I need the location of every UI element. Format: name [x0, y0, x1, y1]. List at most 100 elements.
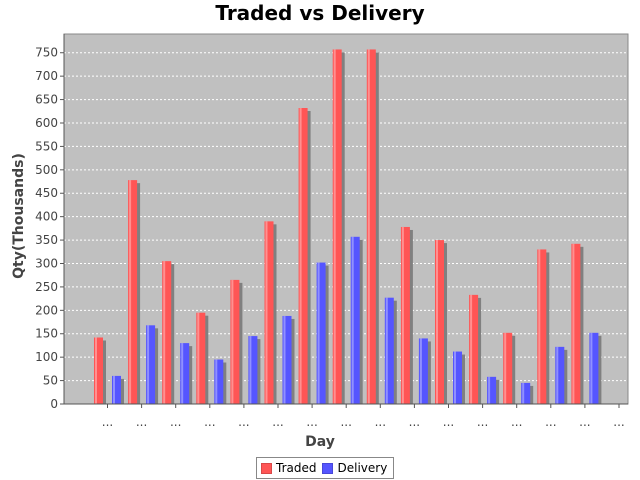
- bar-traded: [162, 261, 172, 404]
- x-tick-label: ...: [204, 415, 215, 429]
- x-tick-label: ...: [375, 415, 386, 429]
- y-tick-label: 200: [35, 303, 58, 317]
- legend: Traded Delivery: [256, 457, 395, 479]
- bar-traded: [196, 312, 206, 404]
- bar-highlight: [299, 108, 302, 404]
- bar-delivery: [180, 343, 190, 404]
- bar-highlight: [333, 49, 336, 405]
- bar-highlight: [147, 325, 150, 404]
- bar-delivery: [555, 346, 565, 404]
- axes: 0 50 100 150 200 250 300 350 400 450 500 550 600 650 7…: [35, 34, 628, 429]
- y-tick-label: 400: [35, 210, 58, 224]
- x-tick-label: ...: [409, 415, 420, 429]
- bar-highlight: [181, 343, 184, 404]
- y-tick-label: 700: [35, 69, 58, 83]
- y-tick-label: 50: [43, 374, 58, 388]
- bar-highlight: [351, 236, 354, 404]
- bar-highlight: [385, 297, 388, 404]
- bar-highlight: [556, 346, 559, 404]
- bar-highlight: [504, 332, 507, 404]
- bar-highlight: [197, 312, 200, 404]
- y-tick-label: 450: [35, 186, 58, 200]
- bar-highlight: [522, 382, 525, 404]
- bar-highlight: [590, 332, 593, 404]
- x-tick-label: ...: [238, 415, 249, 429]
- x-tick-label: ...: [579, 415, 590, 429]
- bar-highlight: [231, 279, 234, 404]
- y-tick-label: 500: [35, 163, 58, 177]
- x-tick-label: ...: [306, 415, 317, 429]
- x-tick-label: ...: [477, 415, 488, 429]
- bar-delivery: [112, 375, 121, 404]
- bar-traded: [469, 294, 479, 404]
- bar-highlight: [129, 180, 132, 404]
- x-tick-label: ...: [545, 415, 556, 429]
- bar-traded: [571, 243, 581, 404]
- y-tick-label: 300: [35, 256, 58, 270]
- bar-traded: [366, 49, 376, 405]
- bar-delivery: [453, 351, 462, 404]
- bar-delivery: [146, 325, 156, 404]
- legend-swatch-delivery: [322, 462, 334, 474]
- bar-delivery: [350, 236, 360, 404]
- x-tick-label: ...: [102, 415, 113, 429]
- y-axis-label: Qty(Thousands): [11, 153, 27, 279]
- bar-highlight: [367, 49, 370, 405]
- bar-traded: [298, 108, 308, 404]
- bar-highlight: [572, 243, 575, 404]
- x-tick-label: ...: [511, 415, 522, 429]
- x-tick-label: ...: [613, 415, 624, 429]
- bar-delivery: [589, 332, 599, 404]
- bar-highlight: [470, 294, 473, 404]
- bar-highlight: [113, 375, 115, 404]
- bars: [94, 49, 602, 405]
- legend-item-traded: Traded: [261, 461, 316, 475]
- bar-highlight: [215, 359, 218, 404]
- bar-highlight: [283, 315, 286, 404]
- x-tick-label: ...: [272, 415, 283, 429]
- bar-delivery: [282, 315, 292, 404]
- bar-delivery: [248, 336, 258, 404]
- bar-traded: [128, 180, 138, 404]
- legend-item-delivery: Delivery: [322, 461, 387, 475]
- bar-highlight: [163, 261, 166, 404]
- bar-highlight: [538, 249, 541, 404]
- y-tick-label: 350: [35, 233, 58, 247]
- bar-traded: [435, 240, 444, 404]
- legend-label-delivery: Delivery: [337, 461, 388, 475]
- bar-highlight: [265, 221, 268, 404]
- y-tick-label: 100: [35, 350, 58, 364]
- bar-delivery: [384, 297, 394, 404]
- bar-traded: [332, 49, 342, 405]
- y-tick-label: 0: [50, 397, 58, 411]
- x-tick-label: ...: [136, 415, 147, 429]
- bar-highlight: [249, 336, 252, 404]
- bar-delivery: [418, 338, 428, 404]
- bar-traded: [230, 279, 240, 404]
- legend-label-traded: Traded: [276, 461, 317, 475]
- y-tick-label: 650: [35, 93, 58, 107]
- bar-highlight: [95, 337, 97, 404]
- y-tick-label: 550: [35, 139, 58, 153]
- bar-highlight: [401, 226, 404, 404]
- y-tick-label: 250: [35, 280, 58, 294]
- bar-traded: [94, 337, 103, 404]
- bar-traded: [503, 332, 513, 404]
- y-tick-label: 600: [35, 116, 58, 130]
- bar-highlight: [436, 240, 438, 404]
- x-axis-label: Day: [305, 434, 335, 450]
- bar-traded: [264, 221, 274, 404]
- bar-traded: [400, 226, 410, 404]
- chart-title: Traded vs Delivery: [215, 1, 425, 25]
- bar-highlight: [454, 351, 456, 404]
- x-tick-label: ...: [340, 415, 351, 429]
- x-tick-label: ...: [170, 415, 181, 429]
- bar-highlight: [419, 338, 422, 404]
- bar-delivery: [521, 382, 531, 404]
- bar-traded: [537, 249, 547, 404]
- bar-highlight: [317, 262, 320, 404]
- bar-delivery: [214, 359, 224, 404]
- y-tick-label: 750: [35, 46, 58, 60]
- bar-highlight: [488, 376, 491, 404]
